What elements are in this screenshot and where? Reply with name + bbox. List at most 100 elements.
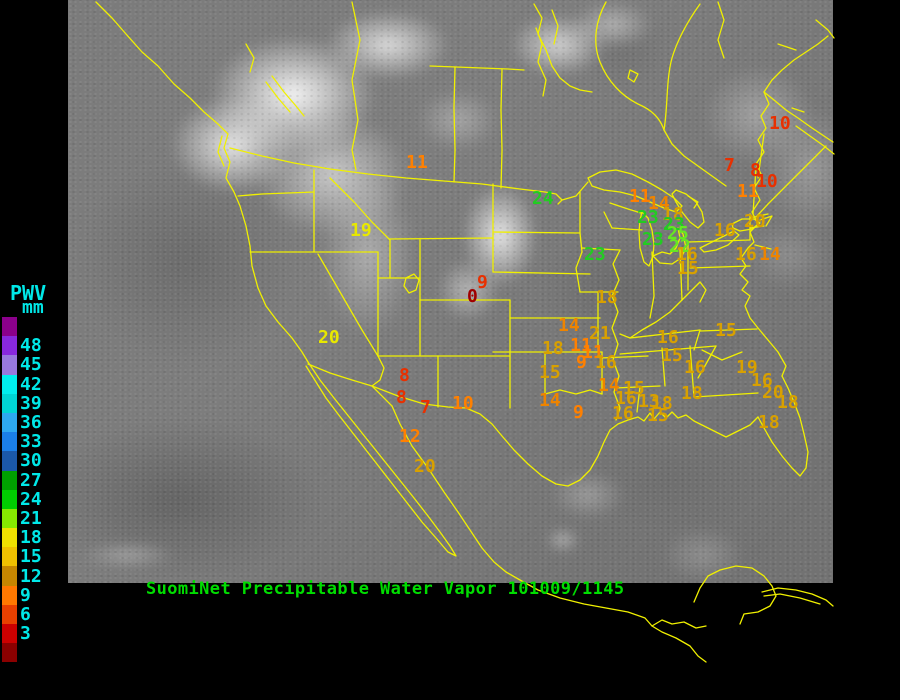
image-title: SuomiNet Precipitable Water Vapor 101009… bbox=[146, 579, 625, 599]
colorbar: PWV mm 48 45 42 39 36 33 30 27 24 21 18 15 12 9 6 3 bbox=[2, 281, 66, 663]
station-value: 18 bbox=[777, 392, 799, 413]
station-value: 18 bbox=[758, 412, 780, 433]
great-lakes bbox=[587, 169, 761, 267]
station-value: 16 bbox=[751, 370, 773, 391]
state-boundaries bbox=[229, 1, 769, 421]
station-value: 16 bbox=[714, 220, 736, 241]
colorbar-row: 3 bbox=[2, 623, 66, 645]
station-value: 19 bbox=[350, 220, 372, 241]
colorbar-row: 15 bbox=[2, 546, 66, 568]
station-value: 23 bbox=[642, 229, 664, 250]
station-value: 20 bbox=[762, 382, 784, 403]
colorbar-row: 27 bbox=[2, 470, 66, 490]
colorbar-label: 12 bbox=[20, 565, 42, 587]
station-value: 20 bbox=[414, 456, 436, 477]
station-value: 14 bbox=[598, 375, 620, 396]
station-value: 11 bbox=[629, 186, 651, 207]
colorbar-row: 9 bbox=[2, 584, 66, 606]
station-value: 19 bbox=[736, 357, 758, 378]
station-value: 14 bbox=[539, 390, 561, 411]
colorbar-swatch bbox=[2, 643, 17, 663]
station-value: 15 bbox=[715, 320, 737, 341]
station-value: 20 bbox=[744, 211, 766, 232]
colorbar-row bbox=[2, 643, 66, 663]
colorbar-label: 21 bbox=[20, 507, 42, 529]
colorbar-swatch bbox=[2, 432, 17, 452]
station-value: 16 bbox=[684, 357, 706, 378]
colorbar-row: 42 bbox=[2, 373, 66, 395]
station-value: 9 bbox=[477, 272, 488, 293]
colorbar-row: 30 bbox=[2, 450, 66, 472]
station-value: 15 bbox=[661, 345, 683, 366]
colorbar-label: 30 bbox=[20, 450, 42, 472]
station-value: 18 bbox=[651, 393, 673, 414]
station-value: 10 bbox=[769, 113, 791, 134]
station-value: 9 bbox=[576, 352, 587, 373]
colorbar-swatch bbox=[2, 470, 17, 490]
station-value: 24 bbox=[532, 188, 554, 209]
station-value: 15 bbox=[539, 362, 561, 383]
colorbar-row: 12 bbox=[2, 565, 66, 587]
station-value: 11 bbox=[582, 342, 604, 363]
colorbar-swatch bbox=[2, 451, 17, 471]
colorbar-row: 48 bbox=[2, 336, 66, 356]
colorbar-swatch bbox=[2, 566, 17, 586]
station-value: 16 bbox=[615, 388, 637, 409]
colorbar-row: 33 bbox=[2, 431, 66, 453]
colorbar-label: 33 bbox=[20, 431, 42, 453]
colorbar-label: 3 bbox=[20, 623, 31, 645]
colorbar-swatch bbox=[2, 624, 17, 644]
colorbar-scale: 48 45 42 39 36 33 30 27 24 21 18 15 12 9 6 3 bbox=[2, 317, 66, 663]
station-value: 18 bbox=[596, 287, 618, 308]
coastlines bbox=[95, 1, 835, 663]
colorbar-swatch bbox=[2, 508, 17, 529]
colorbar-row bbox=[2, 317, 66, 337]
colorbar-row: 24 bbox=[2, 489, 66, 509]
station-value: 25 bbox=[667, 223, 689, 244]
colorbar-swatch bbox=[2, 528, 17, 548]
colorbar-row: 45 bbox=[2, 354, 66, 376]
colorbar-label: 45 bbox=[20, 354, 42, 376]
station-value: 18 bbox=[681, 383, 703, 404]
colorbar-label: 36 bbox=[20, 412, 42, 434]
station-value: 11 bbox=[406, 152, 428, 173]
station-value: 10 bbox=[756, 171, 778, 192]
colorbar-row: 21 bbox=[2, 507, 66, 529]
colorbar-swatch bbox=[2, 489, 17, 509]
colorbar-swatch bbox=[2, 585, 17, 605]
station-value: 16 bbox=[676, 244, 698, 265]
colorbar-swatch bbox=[2, 547, 17, 567]
colorbar-swatch bbox=[2, 412, 17, 433]
station-value: 20 bbox=[318, 327, 340, 348]
station-value: 18 bbox=[662, 204, 684, 225]
colorbar-swatch bbox=[2, 336, 17, 356]
station-value: 11 bbox=[737, 181, 759, 202]
station-value: 23 bbox=[663, 214, 685, 235]
station-value: 11 bbox=[570, 335, 592, 356]
colorbar-row: 18 bbox=[2, 527, 66, 549]
colorbar-label: 15 bbox=[20, 546, 42, 568]
station-value: 23 bbox=[584, 244, 606, 265]
colorbar-title: PWV bbox=[10, 281, 47, 305]
colorbar-label: 9 bbox=[20, 584, 31, 606]
station-value: 12 bbox=[399, 426, 421, 447]
colorbar-label: 42 bbox=[20, 373, 42, 395]
station-value: 22 bbox=[669, 236, 691, 257]
station-value: 8 bbox=[399, 365, 410, 386]
colorbar-unit: mm bbox=[22, 297, 44, 318]
station-value: 16 bbox=[735, 244, 757, 265]
colorbar-row: 6 bbox=[2, 603, 66, 625]
station-value: 10 bbox=[452, 393, 474, 414]
colorbar-label: 6 bbox=[20, 603, 31, 625]
station-value: 15 bbox=[623, 378, 645, 399]
station-value: 8 bbox=[750, 160, 761, 181]
colorbar-label: 18 bbox=[20, 527, 42, 549]
colorbar-swatch bbox=[2, 374, 17, 394]
station-value: 18 bbox=[542, 338, 564, 359]
station-value: 8 bbox=[396, 387, 407, 408]
station-value: 7 bbox=[724, 155, 735, 176]
station-value: 7 bbox=[420, 397, 431, 418]
